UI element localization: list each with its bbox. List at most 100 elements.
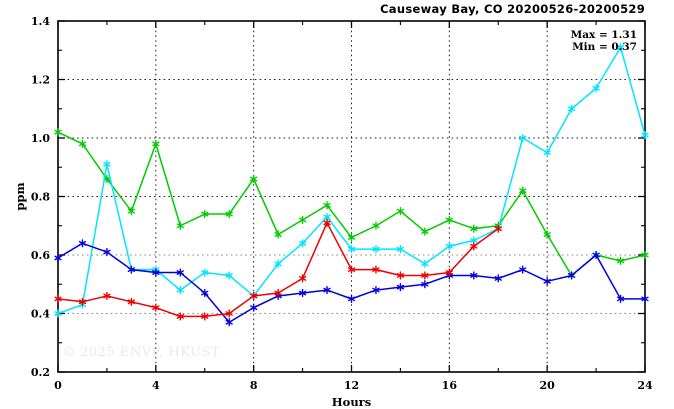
data-point-marker bbox=[78, 297, 87, 306]
data-point-marker bbox=[445, 268, 453, 277]
data-point-marker bbox=[250, 174, 258, 184]
data-point-marker bbox=[616, 294, 625, 303]
y-tick-label: 0.6 bbox=[31, 249, 50, 262]
data-point-marker bbox=[470, 271, 478, 280]
data-point-marker bbox=[152, 268, 160, 277]
data-point-marker bbox=[421, 259, 429, 268]
data-point-marker bbox=[274, 230, 282, 239]
data-point-marker bbox=[372, 221, 380, 230]
data-point-marker bbox=[347, 294, 356, 303]
data-point-marker bbox=[641, 130, 649, 140]
data-point-marker bbox=[567, 271, 576, 280]
data-point-marker bbox=[274, 259, 282, 268]
data-point-marker bbox=[470, 224, 478, 233]
data-point-marker bbox=[543, 148, 551, 157]
data-point-marker bbox=[127, 207, 136, 216]
y-tick-label: 0.8 bbox=[31, 191, 50, 204]
data-point-marker bbox=[201, 312, 209, 321]
data-point-marker bbox=[396, 283, 405, 292]
data-point-marker bbox=[127, 265, 136, 274]
data-point-marker bbox=[250, 303, 258, 312]
series-day3-blue bbox=[54, 239, 649, 327]
data-point-marker bbox=[103, 247, 111, 257]
data-point-marker bbox=[225, 309, 233, 318]
data-point-marker bbox=[78, 239, 87, 248]
data-point-marker bbox=[54, 128, 62, 137]
data-point-marker bbox=[641, 250, 649, 260]
plot-frame bbox=[57, 20, 646, 373]
data-point-marker bbox=[103, 291, 111, 301]
data-point-marker bbox=[567, 104, 576, 113]
min-label: Min = 0.37 bbox=[572, 41, 637, 53]
data-point-marker bbox=[176, 286, 184, 295]
data-point-marker bbox=[592, 250, 600, 260]
data-point-marker bbox=[54, 294, 62, 303]
data-point-marker bbox=[396, 245, 405, 254]
x-axis-title: Hours bbox=[332, 395, 371, 409]
data-point-marker bbox=[519, 133, 527, 143]
x-tick-label: 12 bbox=[344, 379, 359, 392]
data-point-marker bbox=[298, 274, 307, 283]
data-point-marker bbox=[225, 209, 233, 219]
data-point-marker bbox=[372, 265, 380, 274]
data-point-marker bbox=[176, 268, 184, 277]
y-tick-label: 1.2 bbox=[31, 74, 50, 87]
data-point-marker bbox=[347, 265, 356, 274]
watermark: © 2025 ENVF, HKUST bbox=[62, 345, 219, 360]
data-point-marker bbox=[421, 227, 429, 236]
data-point-marker bbox=[274, 288, 282, 298]
data-point-marker bbox=[225, 318, 233, 327]
data-point-marker bbox=[445, 242, 453, 251]
data-point-marker bbox=[616, 256, 625, 265]
x-tick-label: 24 bbox=[637, 379, 653, 392]
data-point-marker bbox=[176, 312, 184, 321]
y-tick-label: 0.2 bbox=[31, 366, 50, 379]
data-point-marker bbox=[494, 224, 502, 233]
data-point-marker bbox=[152, 303, 160, 312]
data-point-marker bbox=[470, 242, 478, 251]
data-point-marker bbox=[372, 245, 380, 254]
data-point-marker bbox=[421, 280, 429, 289]
axis-labels: 0 4 8 12 16 20 24 0.2 0.4 0.6 0.8 1.0 1.2 1.4 Hours ppm bbox=[13, 15, 653, 409]
data-point-marker bbox=[201, 209, 209, 219]
data-point-marker bbox=[176, 221, 184, 230]
y-tick-label: 0.4 bbox=[31, 308, 50, 321]
x-tick-label: 16 bbox=[442, 379, 458, 392]
data-point-marker bbox=[54, 309, 62, 318]
x-tick-label: 8 bbox=[250, 379, 258, 392]
data-point-marker bbox=[519, 265, 527, 274]
data-point-marker bbox=[421, 271, 429, 280]
data-point-marker bbox=[543, 277, 551, 286]
y-tick-label: 1.0 bbox=[31, 132, 50, 145]
y-tick-label: 1.4 bbox=[31, 15, 50, 28]
data-point-marker bbox=[616, 43, 625, 52]
gridlines bbox=[58, 21, 645, 372]
data-point-marker bbox=[347, 245, 356, 254]
data-point-marker bbox=[641, 294, 649, 303]
data-point-marker bbox=[298, 288, 307, 298]
data-point-marker bbox=[396, 207, 405, 216]
data-point-marker bbox=[519, 186, 527, 195]
x-tick-label: 4 bbox=[152, 379, 160, 392]
data-series-group bbox=[54, 43, 649, 327]
data-point-marker bbox=[323, 218, 331, 227]
data-point-marker bbox=[372, 286, 380, 295]
data-point-marker bbox=[323, 201, 331, 210]
data-point-marker bbox=[78, 139, 87, 148]
data-point-marker bbox=[494, 274, 502, 283]
data-point-marker bbox=[323, 286, 331, 295]
stats-annotation: Max = 1.31 Min = 0.37 bbox=[571, 29, 637, 53]
data-point-marker bbox=[103, 160, 111, 169]
data-point-marker bbox=[201, 268, 209, 277]
data-point-marker bbox=[592, 84, 600, 93]
data-point-marker bbox=[152, 139, 160, 148]
data-point-marker bbox=[347, 233, 356, 242]
data-point-marker bbox=[445, 215, 453, 225]
series-day4-red bbox=[54, 218, 502, 321]
data-point-marker bbox=[201, 288, 209, 298]
data-point-marker bbox=[543, 230, 551, 239]
data-point-marker bbox=[298, 215, 307, 225]
data-point-marker bbox=[396, 271, 405, 280]
data-point-marker bbox=[54, 253, 62, 263]
